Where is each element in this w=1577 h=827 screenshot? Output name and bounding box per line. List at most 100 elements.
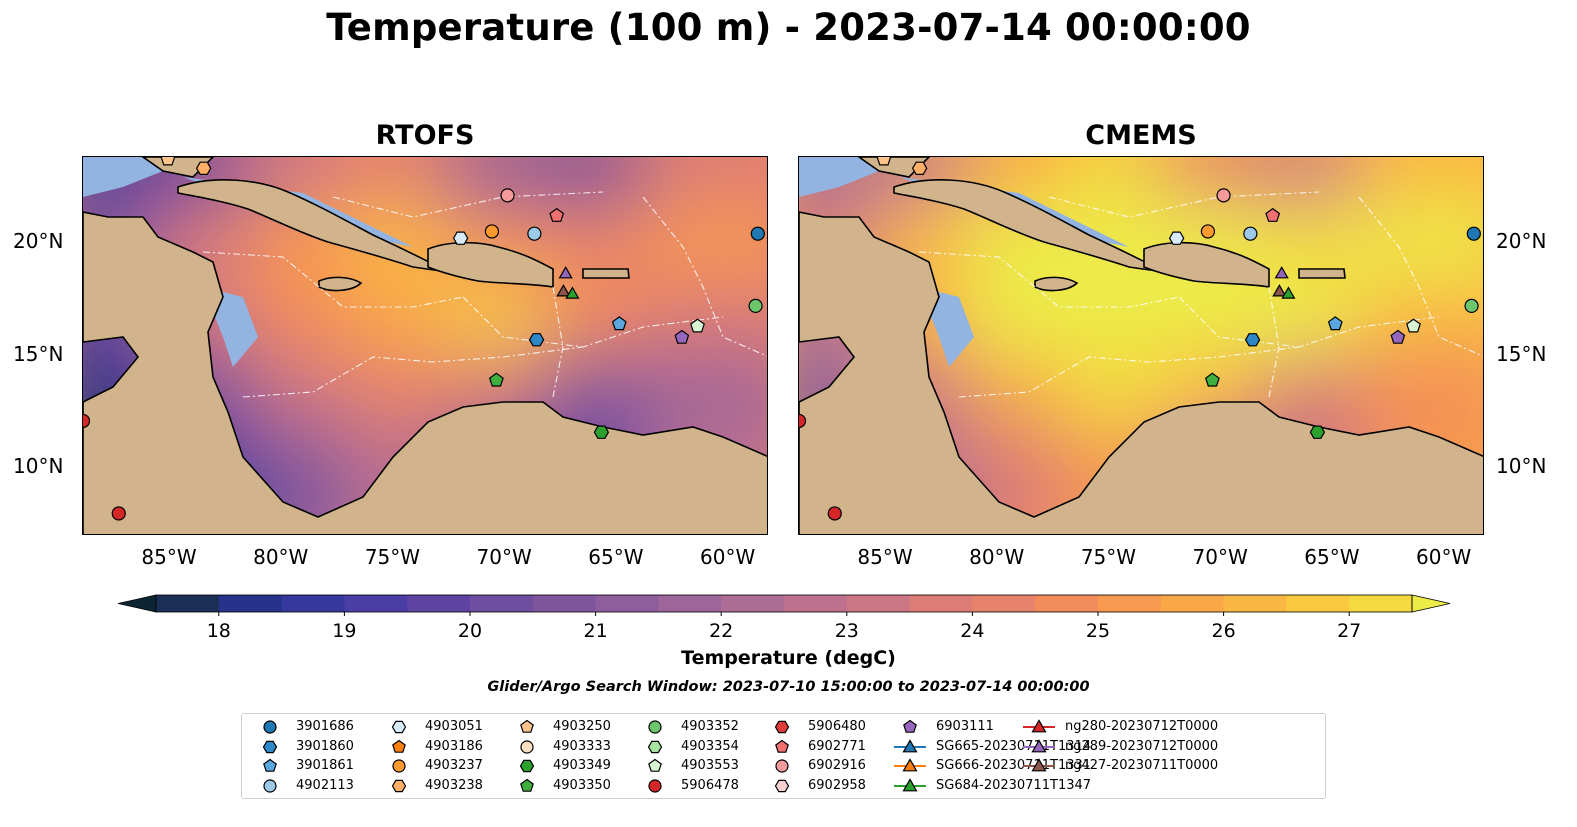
legend-marker-icon xyxy=(263,758,277,772)
platform-marker[interactable] xyxy=(1168,231,1185,245)
legend-label: 4903051 xyxy=(425,719,483,734)
platform-marker[interactable] xyxy=(1204,372,1220,387)
platform-marker[interactable] xyxy=(750,226,765,241)
platform-marker[interactable] xyxy=(748,298,763,313)
legend-marker-icon xyxy=(774,720,790,734)
platform-marker[interactable] xyxy=(527,226,542,241)
colorbar-segment xyxy=(595,595,659,612)
lon-tick-label: 70°W xyxy=(1192,545,1248,569)
colorbar-segment xyxy=(909,595,973,612)
map-panel-cmems[interactable] xyxy=(798,156,1484,535)
platform-marker[interactable] xyxy=(1243,226,1258,241)
colorbar-segment xyxy=(407,595,471,612)
colorbar-tick-label: 26 xyxy=(1212,620,1236,642)
colorbar-segment xyxy=(972,595,1036,612)
lon-tick-label: 80°W xyxy=(969,545,1025,569)
colorbar-segment xyxy=(1098,595,1162,612)
colorbar-segment xyxy=(344,595,408,612)
platform-marker[interactable] xyxy=(528,333,545,347)
lon-tick-label: 65°W xyxy=(1304,545,1360,569)
map-panel-rtofs[interactable] xyxy=(82,156,768,535)
legend-marker-icon xyxy=(263,778,277,793)
legend-marker-icon xyxy=(648,720,662,734)
platform-marker[interactable] xyxy=(1464,298,1479,313)
lon-tick-label: 65°W xyxy=(588,545,644,569)
platform-marker[interactable] xyxy=(611,316,627,331)
platform-marker[interactable] xyxy=(1390,329,1406,344)
legend-marker-icon xyxy=(1023,758,1055,772)
platform-marker[interactable] xyxy=(111,506,126,521)
lat-tick-label-left: 15°N xyxy=(13,341,64,366)
legend-label: 4903553 xyxy=(681,758,739,773)
platform-marker[interactable] xyxy=(1281,286,1296,299)
legend-marker-icon xyxy=(774,779,790,792)
platform-marker[interactable] xyxy=(83,413,91,429)
map-canvas xyxy=(799,157,1483,534)
colorbar-segment xyxy=(281,595,345,612)
platform-marker[interactable] xyxy=(1327,316,1343,331)
legend-label: 4903354 xyxy=(681,738,739,754)
colorbar-segment xyxy=(1349,595,1413,612)
legend-marker-icon xyxy=(391,779,407,792)
colorbar-extend-low xyxy=(117,594,157,613)
platform-marker[interactable] xyxy=(799,413,807,429)
colorbar-segment xyxy=(218,595,283,612)
colorbar-segment xyxy=(1035,595,1099,612)
platform-marker[interactable] xyxy=(160,157,176,166)
platform-marker[interactable] xyxy=(1309,425,1326,439)
legend-label: ng289-20230712T0000 xyxy=(1065,738,1219,754)
legend: 3901686 3901860 3901861 4902113 4903051 49031… xyxy=(241,713,1326,799)
legend-marker-icon xyxy=(392,739,406,753)
platform-marker[interactable] xyxy=(876,157,892,166)
platform-marker[interactable] xyxy=(500,188,515,203)
legend-label: 4902113 xyxy=(296,777,354,793)
platform-marker[interactable] xyxy=(674,329,690,344)
platform-marker[interactable] xyxy=(558,266,573,279)
platform-marker[interactable] xyxy=(1466,226,1481,241)
colorbar-tick-label: 18 xyxy=(207,620,231,642)
colorbar-segment xyxy=(784,595,848,612)
lat-tick-label-right: 10°N xyxy=(1496,454,1547,479)
platform-marker[interactable] xyxy=(1272,284,1287,297)
colorbar-tick-label: 20 xyxy=(458,620,482,642)
colorbar-segment xyxy=(156,595,220,612)
platform-marker[interactable] xyxy=(484,224,500,239)
platform-marker[interactable] xyxy=(1244,333,1261,347)
legend-label: 4903333 xyxy=(553,738,611,754)
platform-marker[interactable] xyxy=(690,318,705,333)
platform-marker[interactable] xyxy=(195,161,212,175)
legend-label: 6902771 xyxy=(808,738,866,754)
legend-marker-icon xyxy=(894,738,926,752)
colorbar: 18 19 20 21 22 23 24 25 26 27 xyxy=(117,594,1451,642)
lat-tick-label-left: 10°N xyxy=(13,454,64,479)
panel-title-cmems: CMEMS xyxy=(1085,120,1197,151)
platform-marker[interactable] xyxy=(556,284,571,297)
platform-marker[interactable] xyxy=(1200,224,1216,239)
platform-marker[interactable] xyxy=(827,506,842,521)
platform-marker[interactable] xyxy=(1216,188,1231,203)
platform-marker[interactable] xyxy=(488,372,504,387)
platform-marker[interactable] xyxy=(1274,266,1289,279)
legend-marker-icon xyxy=(775,739,789,753)
lon-tick-label: 75°W xyxy=(364,545,421,569)
legend-marker-icon xyxy=(262,740,278,753)
legend-label: 6902916 xyxy=(808,758,866,773)
colorbar-segment xyxy=(1286,595,1350,612)
colorbar-tick-label: 19 xyxy=(332,620,356,642)
colorbar-tick-label: 27 xyxy=(1337,620,1361,642)
legend-label: 3901861 xyxy=(296,758,354,773)
legend-label: 4903237 xyxy=(425,758,483,773)
platform-marker[interactable] xyxy=(1406,318,1421,333)
legend-marker-icon xyxy=(648,758,662,772)
panel-title-rtofs: RTOFS xyxy=(375,120,475,151)
colorbar-tick-label: 21 xyxy=(584,620,608,642)
platform-marker[interactable] xyxy=(911,161,928,175)
platform-marker[interactable] xyxy=(549,207,565,222)
lat-tick-label-right: 20°N xyxy=(1496,228,1547,253)
platform-marker[interactable] xyxy=(452,231,469,245)
platform-marker[interactable] xyxy=(1265,207,1281,222)
platform-marker[interactable] xyxy=(593,425,610,439)
lon-tick-label: 60°W xyxy=(700,545,756,569)
legend-marker-icon xyxy=(775,759,789,773)
platform-marker[interactable] xyxy=(565,286,580,299)
